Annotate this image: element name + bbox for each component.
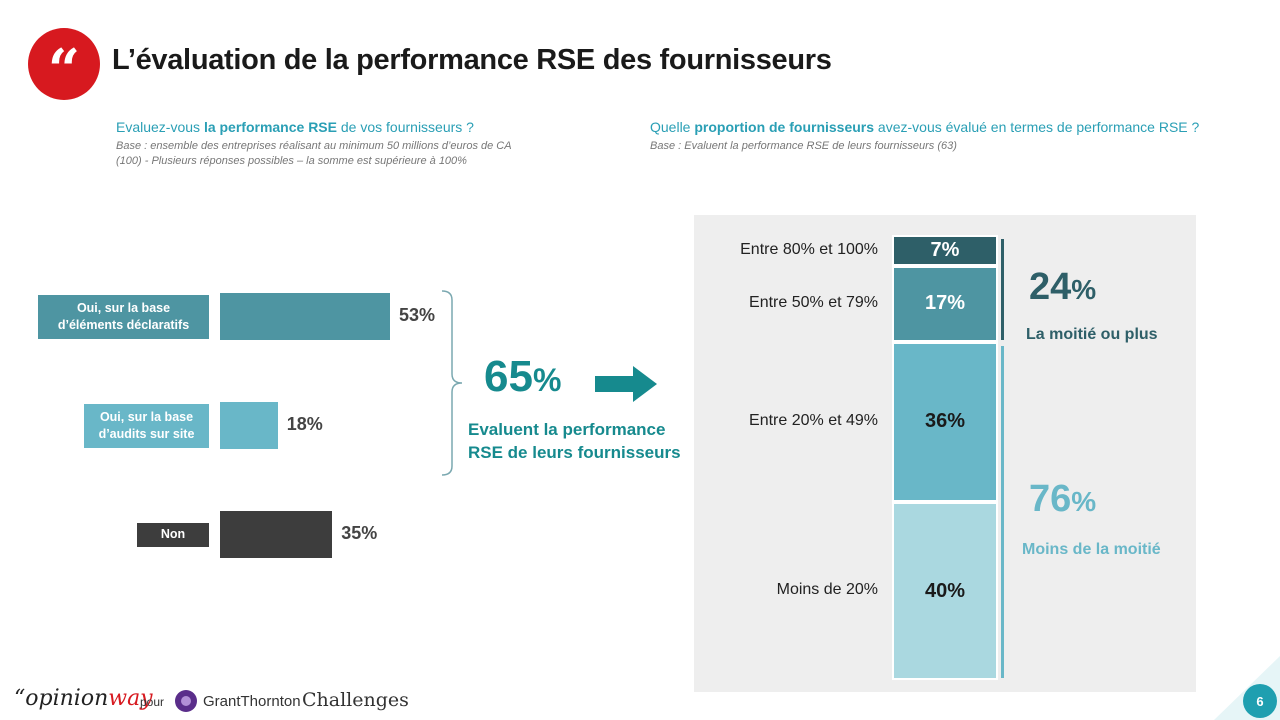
group-percentage-unit: %: [1071, 486, 1097, 517]
segment-category-label: Moins de 20%: [776, 581, 878, 598]
segment-category-label: Entre 50% et 79%: [749, 293, 878, 311]
quote-logo: “: [28, 28, 100, 103]
stacked-segment: 36%: [892, 341, 998, 502]
bracket-shape: [441, 290, 463, 476]
grant-thornton-icon: [175, 690, 197, 712]
segment-category-label: Entre 80% et 100%: [740, 240, 878, 258]
group-percentage-value: 76: [1029, 478, 1072, 520]
bar: [220, 293, 390, 340]
group-percentage-unit: %: [1071, 274, 1097, 305]
bar-category-label: Oui, sur la base d’éléments déclaratifs: [38, 294, 209, 339]
stacked-segment: 17%: [892, 266, 998, 342]
bar-category-line: Oui, sur la base: [99, 409, 194, 424]
group-label: La moitié ou plus: [1026, 326, 1158, 343]
left-base-note: Base : ensemble des entreprises réalisan…: [116, 140, 512, 167]
summary-label: Evaluent la performance RSE de leurs fou…: [468, 420, 681, 462]
bar-category-line: d’audits sur site: [98, 426, 195, 441]
group-percentage-value: 24: [1029, 266, 1072, 308]
bar: [220, 402, 278, 449]
bar: [220, 511, 333, 558]
group-label: Moins de la moitié: [1022, 541, 1161, 558]
bar-value-label: 18%: [286, 414, 323, 434]
bar-value-label: 35%: [341, 523, 378, 543]
group-percentage: 24%: [1029, 266, 1096, 309]
summary-percentage: 65%: [484, 352, 562, 401]
segment-category-label: Entre 20% et 49%: [749, 411, 878, 429]
arrow-right-icon: [595, 366, 657, 402]
bar-category-line: Oui, sur la base: [76, 300, 171, 315]
opinionway-logo: “opinionway: [14, 686, 153, 711]
left-question: Evaluez-vous la performance RSE de vos f…: [116, 119, 474, 135]
bar-category-line: Non: [160, 527, 186, 541]
grant-thornton-logo: GrantThornton: [203, 693, 301, 710]
quote-glyph: “: [47, 37, 81, 103]
stacked-segment: 40%: [892, 502, 998, 680]
group-line: [1001, 345, 1004, 678]
stacked-segment: 7%: [892, 235, 998, 267]
page-number: 6: [1243, 684, 1277, 718]
bar-category-label: Non: [137, 522, 209, 547]
bar-category-line: d’éléments déclaratifs: [57, 317, 190, 332]
pour-text: pour: [140, 695, 165, 709]
bar-value-label: 53%: [399, 305, 436, 325]
right-base-note: Base : Evaluent la performance RSE de le…: [650, 140, 957, 152]
bar-category-label: Oui, sur la base d’audits sur site: [84, 403, 209, 448]
challenges-logo: Challenges: [302, 689, 409, 711]
group-line: [1001, 239, 1004, 340]
group-percentage: 76%: [1029, 478, 1096, 521]
page-title: L’évaluation de la performance RSE des f…: [112, 44, 832, 76]
right-question: Quelle proportion de fournisseurs avez-v…: [650, 119, 1200, 135]
